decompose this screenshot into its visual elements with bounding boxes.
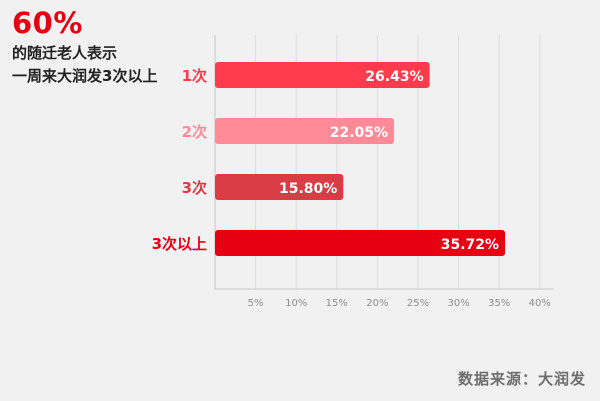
bar-value-label: 26.43%	[365, 69, 423, 85]
bar	[215, 118, 395, 144]
category-label: 2次	[182, 123, 207, 141]
data-source-note: 数据来源：大润发	[457, 370, 586, 388]
x-tick-label: 40%	[529, 298, 551, 309]
x-tick-label: 30%	[447, 298, 469, 309]
x-tick-label: 20%	[366, 298, 388, 309]
headline-subtitle-line1: 的随迁老人表示	[12, 44, 118, 62]
category-label: 3次以上	[152, 235, 207, 253]
category-label: 3次	[182, 179, 207, 197]
bar-value-label: 15.80%	[279, 181, 337, 197]
x-tick-label: 35%	[488, 298, 510, 309]
bar-value-label: 22.05%	[330, 125, 388, 141]
bar	[215, 62, 430, 88]
headline-percent: 60%	[12, 6, 83, 40]
x-tick-label: 25%	[407, 298, 429, 309]
bar	[215, 230, 506, 256]
x-tick-label: 5%	[248, 298, 264, 309]
x-axis: 5% 10% 15% 20% 25% 30% 35% 40%	[214, 35, 554, 309]
x-tick-label: 15%	[326, 298, 348, 309]
bar-value-label: 35.72%	[441, 237, 499, 253]
headline-subtitle-line2: 一周来大润发3次以上	[12, 67, 158, 85]
bars: 26.43% 1次 22.05% 2次 15.80% 3次 35.72% 3次以上	[152, 62, 506, 256]
x-tick-label: 10%	[285, 298, 307, 309]
category-label: 1次	[182, 67, 207, 85]
bar	[215, 174, 344, 200]
